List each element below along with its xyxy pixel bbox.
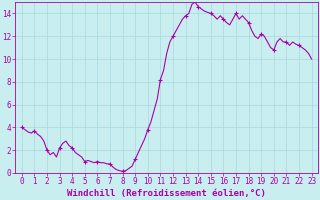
X-axis label: Windchill (Refroidissement éolien,°C): Windchill (Refroidissement éolien,°C) [67, 189, 266, 198]
